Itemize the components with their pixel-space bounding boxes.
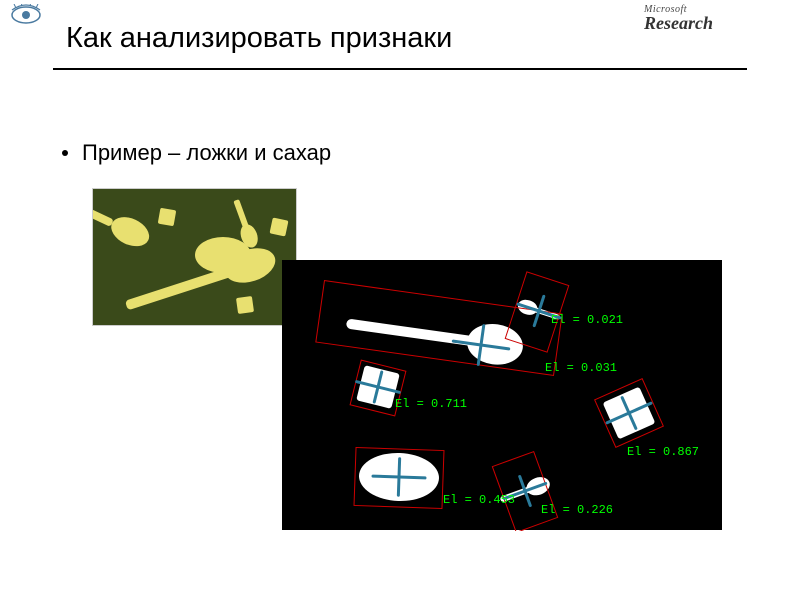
el-label-spoon-main: El = 0.031 bbox=[545, 361, 617, 375]
photo-panel bbox=[92, 188, 297, 326]
analysis-panel: El = 0.021 El = 0.031 El = 0.711 El = 0.867… bbox=[282, 260, 722, 530]
ms-logo-bottom: Research bbox=[644, 13, 764, 34]
title-underline bbox=[53, 68, 747, 70]
analysis-svg bbox=[283, 261, 723, 531]
slide-title: Как анализировать признаки bbox=[66, 22, 452, 55]
el-label-spoon-top: El = 0.021 bbox=[551, 313, 623, 327]
el-label-spoon-bottom: El = 0.226 bbox=[541, 503, 613, 517]
photo-svg bbox=[93, 189, 297, 326]
el-label-cube-right: El = 0.867 bbox=[627, 445, 699, 459]
ms-research-logo: Microsoft Research bbox=[644, 4, 764, 40]
bullet-text: Пример – ложки и сахар bbox=[82, 140, 331, 166]
el-label-cube-left: El = 0.711 bbox=[395, 397, 467, 411]
bullet-dot-icon bbox=[62, 150, 68, 156]
el-label-blob-bottom-left: El = 0.453 bbox=[443, 493, 515, 507]
bullet-row: Пример – ложки и сахар bbox=[62, 140, 331, 166]
eye-logo-icon bbox=[10, 4, 42, 26]
